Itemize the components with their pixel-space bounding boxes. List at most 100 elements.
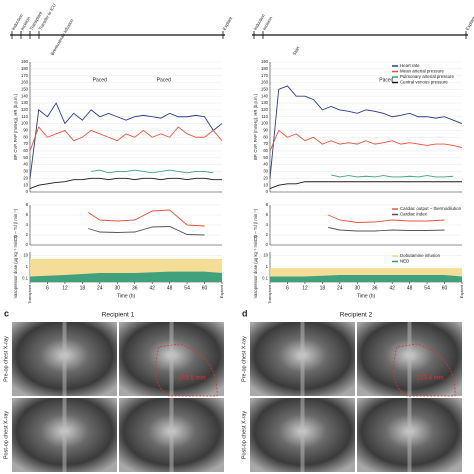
timeline-note: Start	[292, 45, 301, 56]
x-tick-label: 60	[202, 285, 208, 291]
annotation: Paced	[93, 77, 107, 83]
series-line	[29, 177, 222, 189]
y-tick-label: 1	[26, 264, 29, 269]
y-tick-label: 50	[23, 155, 28, 160]
y-tick-label: 120	[21, 107, 29, 112]
annotation: Paced	[379, 77, 393, 83]
y-tick-label: 110	[21, 114, 28, 119]
y-tick-label: 60	[263, 148, 268, 153]
y-tick-label: 4	[26, 222, 29, 227]
row-label: Post-op chest X-ray	[3, 411, 9, 460]
x-tick-label: 54	[424, 285, 430, 291]
y-tick-label: 30	[263, 169, 268, 174]
y-tick-label: 0	[266, 242, 269, 247]
series-line	[269, 129, 463, 152]
y-tick-label: 190	[261, 59, 269, 64]
series-line	[269, 181, 462, 189]
y-tick-label: 20	[263, 175, 268, 180]
y-tick-label: 90	[263, 128, 268, 133]
measurement: 165.5 mm	[179, 376, 206, 382]
panel-letter: d	[242, 308, 248, 318]
y-axis-label: BP, CVP, PAP (mmHg), HR (b.p.m.)	[13, 93, 18, 160]
heart-outline	[155, 343, 218, 397]
y-tick-label: 10	[23, 253, 28, 258]
y-tick-label: 160	[261, 80, 269, 85]
y-tick-label: 6	[26, 212, 29, 217]
legend-label: Central venous pressure	[400, 80, 448, 85]
y-tick-label: 4	[266, 222, 269, 227]
x-tick-label: 42	[149, 285, 155, 291]
y-tick-label: 150	[21, 86, 29, 91]
y-tick-label: 50	[263, 155, 268, 160]
y-tick-label: 180	[21, 66, 29, 71]
series-area	[270, 275, 462, 282]
timeline-event: Explant	[222, 15, 234, 31]
x-tick-label: 18	[80, 285, 86, 291]
y-tick-label: 120	[261, 107, 269, 112]
panel-letter: c	[4, 308, 9, 318]
legend-label: Heart rate	[400, 63, 420, 68]
y-tick-label: 20	[23, 175, 28, 180]
legend-label: NED	[400, 259, 409, 264]
y-tick-label: 40	[263, 162, 268, 167]
x-tick-label: Explant	[219, 284, 224, 298]
y-tick-label: 110	[261, 114, 268, 119]
y-tick-label: 0	[26, 189, 29, 194]
y-tick-label: 0	[266, 189, 269, 194]
series-line	[91, 169, 214, 174]
x-tick-label: 18	[320, 285, 326, 291]
y-tick-label: 1	[266, 264, 269, 269]
y-tick-label: 80	[263, 134, 268, 139]
x-tick-label: Explant	[459, 284, 464, 298]
series-line	[328, 227, 445, 232]
y-tick-label: 170	[261, 73, 269, 78]
legend-label: Dobutamine infusion	[400, 253, 441, 258]
x-tick-label: 24	[337, 285, 343, 291]
series-area	[30, 271, 222, 282]
y-axis-label: BP, CVP, PAP (mmHg), HR (b.p.m.)	[253, 93, 258, 160]
panel-title: Recipient 2	[340, 312, 373, 319]
x-tick-label: 6	[46, 285, 49, 291]
x-tick-label: 12	[302, 285, 308, 291]
heart-outline	[393, 343, 456, 397]
x-tick-label: 24	[97, 285, 103, 291]
y-tick-label: 130	[21, 100, 29, 105]
y-tick-label: 180	[261, 66, 269, 71]
y-tick-label: 160	[21, 80, 29, 85]
y-tick-label: 100	[261, 121, 269, 126]
y-tick-label: 2	[26, 232, 29, 237]
x-tick-label: 54	[184, 285, 190, 291]
x-tick-label: 42	[389, 285, 395, 291]
y-tick-label: 90	[23, 128, 28, 133]
x-tick-label: 60	[442, 285, 448, 291]
annotation: Paced	[157, 77, 171, 83]
y-tick-label: 190	[21, 59, 29, 64]
row-label: Pre-op chest X-ray	[241, 336, 247, 382]
y-tick-label: 10	[263, 253, 268, 258]
x-tick-label: 48	[167, 285, 173, 291]
y-tick-label: 130	[261, 100, 269, 105]
legend-label: Cardiac output – thermodilution	[400, 206, 462, 211]
x-tick-label: 6	[286, 285, 289, 291]
y-tick-label: 0.1	[22, 276, 28, 281]
x-tick-label: Transplant	[267, 284, 272, 304]
y-tick-label: 2	[266, 232, 269, 237]
row-label: Post-op chest X-ray	[241, 411, 247, 460]
series-line	[328, 214, 445, 223]
x-tick-label: 48	[407, 285, 413, 291]
y-axis-label: Vasopressor dose (µg kg⁻¹ min⁻¹)	[253, 235, 258, 298]
legend-label: Cardiac index	[400, 212, 428, 217]
timeline-note: Brentuximab infusion	[50, 18, 75, 56]
legend-label: Mean arterial pressure	[400, 69, 444, 74]
x-tick-label: 30	[354, 285, 360, 291]
row-label: Pre-op chest X-ray	[3, 336, 9, 382]
panel-title: Recipient 1	[102, 312, 135, 319]
y-tick-label: 140	[261, 93, 269, 98]
y-tick-label: 70	[23, 141, 28, 146]
y-axis-label: Vasopressor dose (µg kg⁻¹ min⁻¹)	[13, 235, 18, 298]
x-tick-label: 30	[114, 285, 120, 291]
x-tick-label: 12	[62, 285, 68, 291]
timeline-event: Explant	[465, 15, 474, 31]
y-tick-label: 8	[26, 202, 29, 207]
